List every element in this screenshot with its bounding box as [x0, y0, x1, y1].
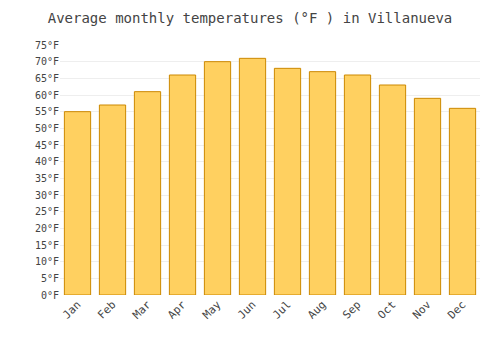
svg-text:70°F: 70°F [35, 56, 59, 67]
svg-text:25°F: 25°F [35, 206, 59, 217]
svg-text:5°F: 5°F [41, 273, 59, 284]
svg-text:Jun: Jun [235, 298, 258, 321]
svg-text:Jul: Jul [270, 298, 293, 321]
svg-text:45°F: 45°F [35, 140, 59, 151]
svg-text:60°F: 60°F [35, 90, 59, 101]
svg-text:Nov: Nov [410, 298, 434, 322]
svg-text:30°F: 30°F [35, 190, 59, 201]
svg-text:Feb: Feb [95, 298, 118, 321]
svg-text:0°F: 0°F [41, 290, 59, 301]
svg-text:Dec: Dec [445, 298, 468, 321]
svg-text:Mar: Mar [130, 298, 154, 322]
svg-text:Aug: Aug [305, 298, 328, 321]
svg-text:40°F: 40°F [35, 156, 59, 167]
svg-text:Apr: Apr [165, 298, 189, 322]
svg-text:75°F: 75°F [35, 40, 59, 51]
svg-text:15°F: 15°F [35, 240, 59, 251]
svg-text:65°F: 65°F [35, 73, 59, 84]
svg-text:50°F: 50°F [35, 123, 59, 134]
svg-text:May: May [200, 298, 224, 322]
svg-text:10°F: 10°F [35, 256, 59, 267]
svg-text:Average monthly temperatures (: Average monthly temperatures (°F ) in Vi… [48, 10, 453, 26]
svg-text:Sep: Sep [340, 298, 363, 321]
svg-text:35°F: 35°F [35, 173, 59, 184]
svg-text:Oct: Oct [375, 298, 398, 321]
svg-text:55°F: 55°F [35, 106, 59, 117]
svg-text:Jan: Jan [60, 298, 83, 321]
svg-text:20°F: 20°F [35, 223, 59, 234]
